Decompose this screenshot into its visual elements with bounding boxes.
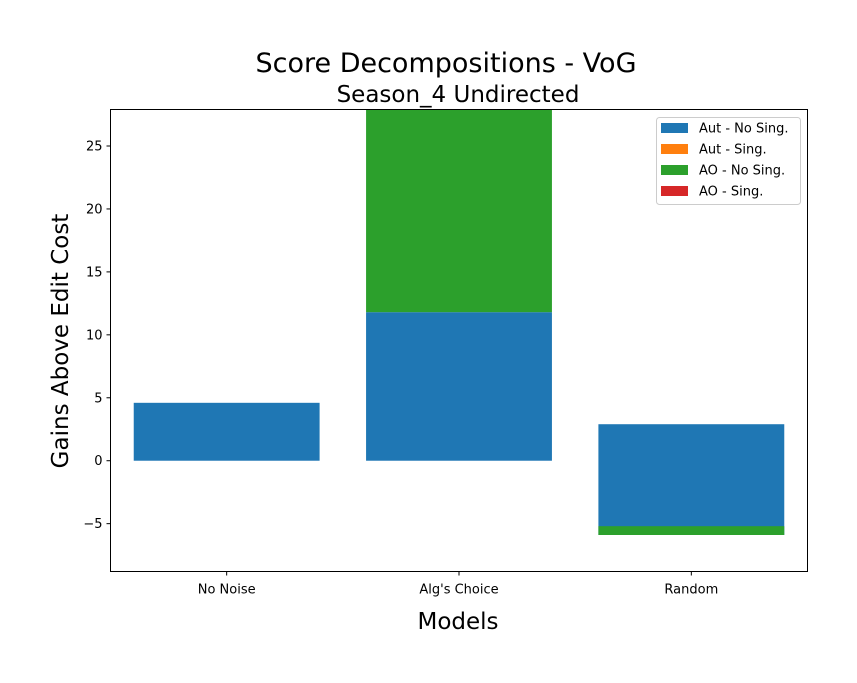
chart-title: Score Decompositions - VoG — [255, 48, 636, 79]
bar-ao-no-sing-1 — [366, 109, 552, 313]
legend-swatch — [661, 186, 688, 196]
chart-subtitle: Season_4 Undirected — [337, 82, 580, 108]
legend-entry: AO - No Sing. — [699, 164, 785, 179]
legend-swatch — [661, 144, 688, 154]
bar-aut-no-sing-1 — [366, 312, 552, 461]
legend-box — [656, 117, 801, 205]
x-axis-ticks: No Noise Alg's Choice Random — [198, 571, 718, 598]
x-tick-label: No Noise — [198, 583, 256, 598]
bar-ao-no-sing-2 — [598, 526, 785, 535]
y-tick-label: 5 — [94, 391, 102, 406]
y-tick-label: 25 — [86, 140, 103, 155]
legend-swatch — [661, 165, 688, 175]
legend-entry: Aut - No Sing. — [699, 122, 788, 137]
legend-entry: AO - Sing. — [699, 185, 763, 200]
bar-aut-no-sing-0 — [133, 402, 320, 461]
y-axis-ticks: −5 0 5 10 15 20 25 — [83, 140, 111, 532]
y-tick-label: 20 — [86, 202, 103, 217]
y-tick-label: 15 — [86, 265, 103, 280]
x-tick-label: Alg's Choice — [419, 583, 498, 598]
legend-swatch — [661, 123, 688, 133]
legend: Aut - No Sing. Aut - Sing. AO - No Sing. AO… — [656, 117, 801, 205]
y-axis-label: Gains Above Edit Cost — [48, 214, 74, 469]
x-axis-label: Models — [417, 609, 498, 635]
legend-entry: Aut - Sing. — [699, 143, 767, 158]
y-tick-label: 0 — [94, 454, 102, 469]
bars-group — [133, 109, 785, 535]
y-tick-label: −5 — [83, 517, 102, 532]
bar-aut-no-sing-2 — [598, 424, 785, 535]
x-tick-label: Random — [664, 583, 718, 598]
y-tick-label: 10 — [86, 328, 103, 343]
